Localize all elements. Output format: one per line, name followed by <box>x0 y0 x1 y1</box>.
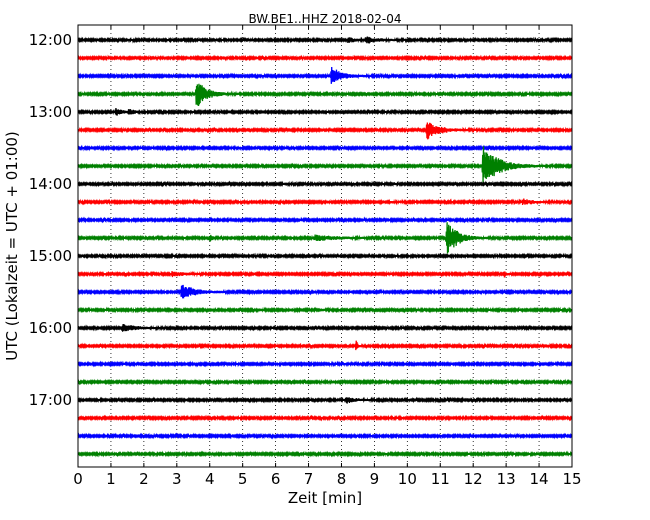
x-tick-label: 8 <box>337 470 347 488</box>
x-tick-label: 7 <box>304 470 314 488</box>
x-tick-label: 4 <box>205 470 215 488</box>
trace-row-1315 <box>77 122 573 140</box>
x-tick-label: 1 <box>106 470 116 488</box>
chart-title: BW.BE1..HHZ 2018-02-04 <box>248 12 401 26</box>
y-tick-label: 12:00 <box>29 31 72 49</box>
y-tick-label: 15:00 <box>29 247 72 265</box>
y-tick-label: 13:00 <box>29 103 72 121</box>
grid-layer <box>110 25 540 467</box>
y-tick-label: 14:00 <box>29 175 72 193</box>
x-tick-label: 12 <box>464 470 483 488</box>
x-axis-label: Zeit [min] <box>288 489 362 507</box>
trace-layer <box>77 36 573 458</box>
x-tick-label: 15 <box>562 470 581 488</box>
x-tick-label: 11 <box>431 470 450 488</box>
x-tick-label: 14 <box>530 470 549 488</box>
x-tick-label: 3 <box>172 470 182 488</box>
y-tick-label: 16:00 <box>29 319 72 337</box>
plot-frame <box>77 24 573 468</box>
x-tick-label: 9 <box>370 470 380 488</box>
x-tick-label: 0 <box>73 470 83 488</box>
trace-row-1345 <box>77 146 573 183</box>
x-tick-label: 6 <box>271 470 281 488</box>
x-tick-label: 10 <box>398 470 417 488</box>
x-tick-label: 5 <box>238 470 248 488</box>
y-axis-label: UTC (Lokalzeit = UTC + 01:00) <box>3 131 21 361</box>
tick-layer: 0 1 2 3 4 5 6 7 8 9 10 11 12 13 14 1512:0013:0014:0015:… <box>29 25 582 488</box>
y-tick-label: 17:00 <box>29 391 72 409</box>
x-tick-label: 2 <box>139 470 149 488</box>
x-tick-label: 13 <box>497 470 516 488</box>
trace-row-1245 <box>77 83 573 106</box>
